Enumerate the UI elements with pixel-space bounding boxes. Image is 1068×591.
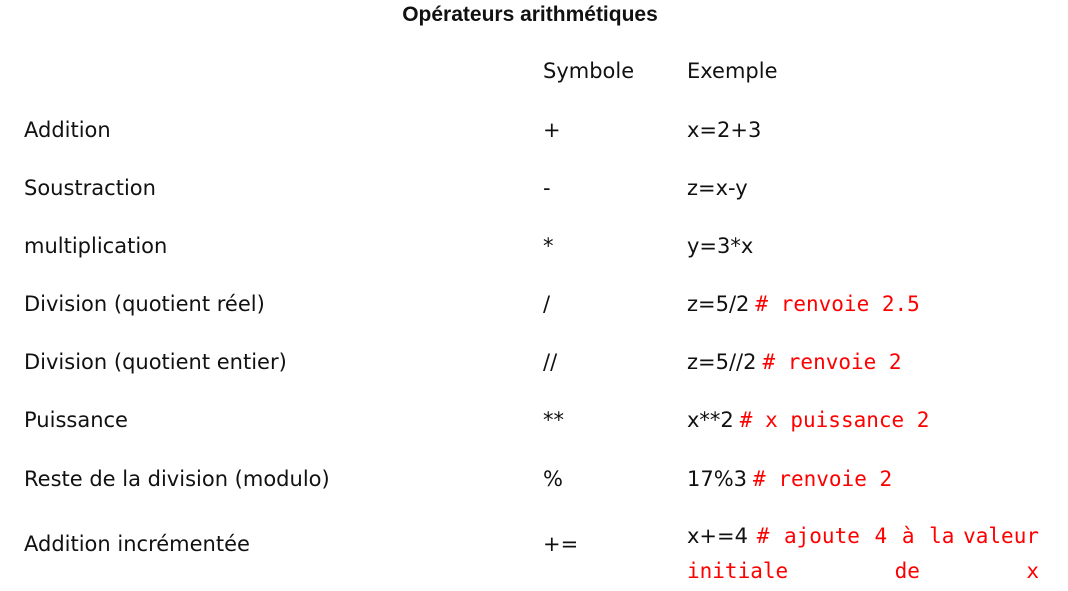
operator-name: Soustraction	[24, 176, 156, 200]
example-code: z=5/2	[687, 292, 750, 316]
operator-symbol: *	[543, 234, 554, 258]
operator-name: Division (quotient entier)	[24, 350, 287, 374]
operator-example: z=5//2 # renvoie 2	[687, 348, 902, 376]
example-code: z=5//2	[687, 350, 757, 374]
table-row: multiplication * y=3*x	[0, 232, 1068, 272]
example-comment: # x puissance 2	[739, 408, 930, 432]
operator-example: x**2 # x puissance 2	[687, 406, 929, 434]
header-example: Exemple	[687, 59, 778, 83]
example-comment-continued: valeur initiale de x	[687, 524, 1039, 583]
table-row: Reste de la division (modulo) % 17%3 # re…	[0, 465, 1068, 505]
example-code: x**2	[687, 408, 734, 432]
example-code: z=x-y	[687, 176, 748, 200]
table-row: Division (quotient réel) / z=5/2 # renvoi…	[0, 290, 1068, 330]
operator-symbol: +=	[543, 532, 579, 556]
operator-name: Puissance	[24, 408, 128, 432]
header-symbol: Symbole	[543, 59, 635, 83]
operator-symbol: /	[543, 292, 551, 316]
example-code: x+=4	[687, 524, 748, 548]
page-title: Opérateurs arithmétiques	[402, 3, 658, 26]
table-row: Division (quotient entier) // z=5//2 # re…	[0, 348, 1068, 388]
operator-example: 17%3 # renvoie 2	[687, 465, 892, 493]
operator-name: Reste de la division (modulo)	[24, 467, 330, 491]
operator-name: Division (quotient réel)	[24, 292, 265, 316]
example-comment: # ajoute 4 à la	[756, 524, 955, 548]
example-comment: # renvoie 2.5	[755, 292, 920, 316]
operator-name: multiplication	[24, 234, 168, 258]
table-row: Addition incrémentée +=	[0, 530, 1068, 560]
operator-symbol: %	[543, 467, 563, 491]
operator-symbol: -	[543, 176, 551, 200]
operator-example: y=3*x	[687, 232, 753, 260]
table-row: Puissance ** x**2 # x puissance 2	[0, 406, 1068, 446]
operator-symbol: **	[543, 408, 564, 432]
table-row: Soustraction - z=x-y	[0, 174, 1068, 214]
example-code: 17%3	[687, 467, 748, 491]
operator-name: Addition incrémentée	[24, 532, 250, 556]
operator-symbol: //	[543, 350, 558, 374]
operator-example: x+=4 # ajoute 4 à la valeur initiale de …	[687, 519, 1039, 589]
operator-name: Addition	[24, 118, 111, 142]
example-comment: # renvoie 2	[762, 350, 902, 374]
table-row: Addition + x=2+3	[0, 116, 1068, 156]
example-code: x=2+3	[687, 118, 762, 142]
operator-example: z=5/2 # renvoie 2.5	[687, 290, 920, 318]
operator-example: z=x-y	[687, 174, 748, 202]
example-comment: # renvoie 2	[753, 467, 893, 491]
operator-symbol: +	[543, 118, 561, 142]
example-code: y=3*x	[687, 234, 754, 258]
operator-example: x=2+3	[687, 116, 761, 144]
